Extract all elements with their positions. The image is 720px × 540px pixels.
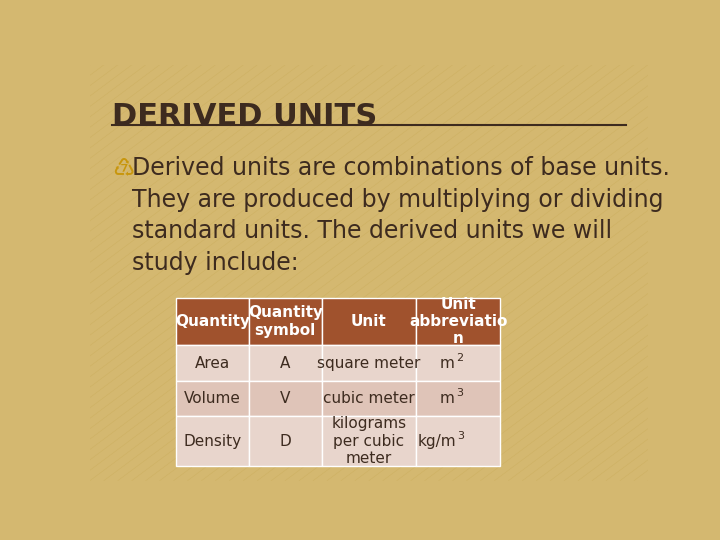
Text: Quantity: Quantity bbox=[175, 314, 251, 329]
Text: Volume: Volume bbox=[184, 391, 241, 406]
Text: Density: Density bbox=[184, 434, 242, 449]
Text: Unit: Unit bbox=[351, 314, 387, 329]
Text: Area: Area bbox=[195, 356, 230, 370]
Text: Quantity
symbol: Quantity symbol bbox=[248, 305, 323, 338]
Text: D: D bbox=[279, 434, 291, 449]
FancyBboxPatch shape bbox=[176, 416, 249, 466]
Text: DERIVED UNITS: DERIVED UNITS bbox=[112, 102, 377, 131]
FancyBboxPatch shape bbox=[176, 381, 249, 416]
Text: kilograms
per cubic
meter: kilograms per cubic meter bbox=[331, 416, 407, 466]
FancyBboxPatch shape bbox=[249, 346, 322, 381]
FancyBboxPatch shape bbox=[249, 416, 322, 466]
Text: A: A bbox=[280, 356, 290, 370]
Text: m: m bbox=[440, 391, 455, 406]
FancyBboxPatch shape bbox=[322, 298, 416, 346]
Text: cubic meter: cubic meter bbox=[323, 391, 415, 406]
FancyBboxPatch shape bbox=[322, 416, 416, 466]
FancyBboxPatch shape bbox=[176, 298, 249, 346]
FancyBboxPatch shape bbox=[249, 298, 322, 346]
Text: 2: 2 bbox=[456, 353, 463, 363]
Text: 3: 3 bbox=[457, 431, 464, 441]
FancyBboxPatch shape bbox=[416, 416, 500, 466]
FancyBboxPatch shape bbox=[416, 381, 500, 416]
Text: Derived units are combinations of base units.
They are produced by multiplying o: Derived units are combinations of base u… bbox=[132, 156, 670, 275]
Text: ♹: ♹ bbox=[112, 156, 135, 180]
Text: m: m bbox=[440, 356, 455, 370]
Text: 3: 3 bbox=[456, 388, 463, 398]
Text: kg/m: kg/m bbox=[418, 434, 456, 449]
Text: V: V bbox=[280, 391, 290, 406]
FancyBboxPatch shape bbox=[416, 298, 500, 346]
FancyBboxPatch shape bbox=[322, 381, 416, 416]
Text: Unit
abbreviatio
n: Unit abbreviatio n bbox=[409, 296, 508, 347]
FancyBboxPatch shape bbox=[249, 381, 322, 416]
FancyBboxPatch shape bbox=[322, 346, 416, 381]
FancyBboxPatch shape bbox=[176, 346, 249, 381]
Text: square meter: square meter bbox=[318, 356, 420, 370]
FancyBboxPatch shape bbox=[416, 346, 500, 381]
